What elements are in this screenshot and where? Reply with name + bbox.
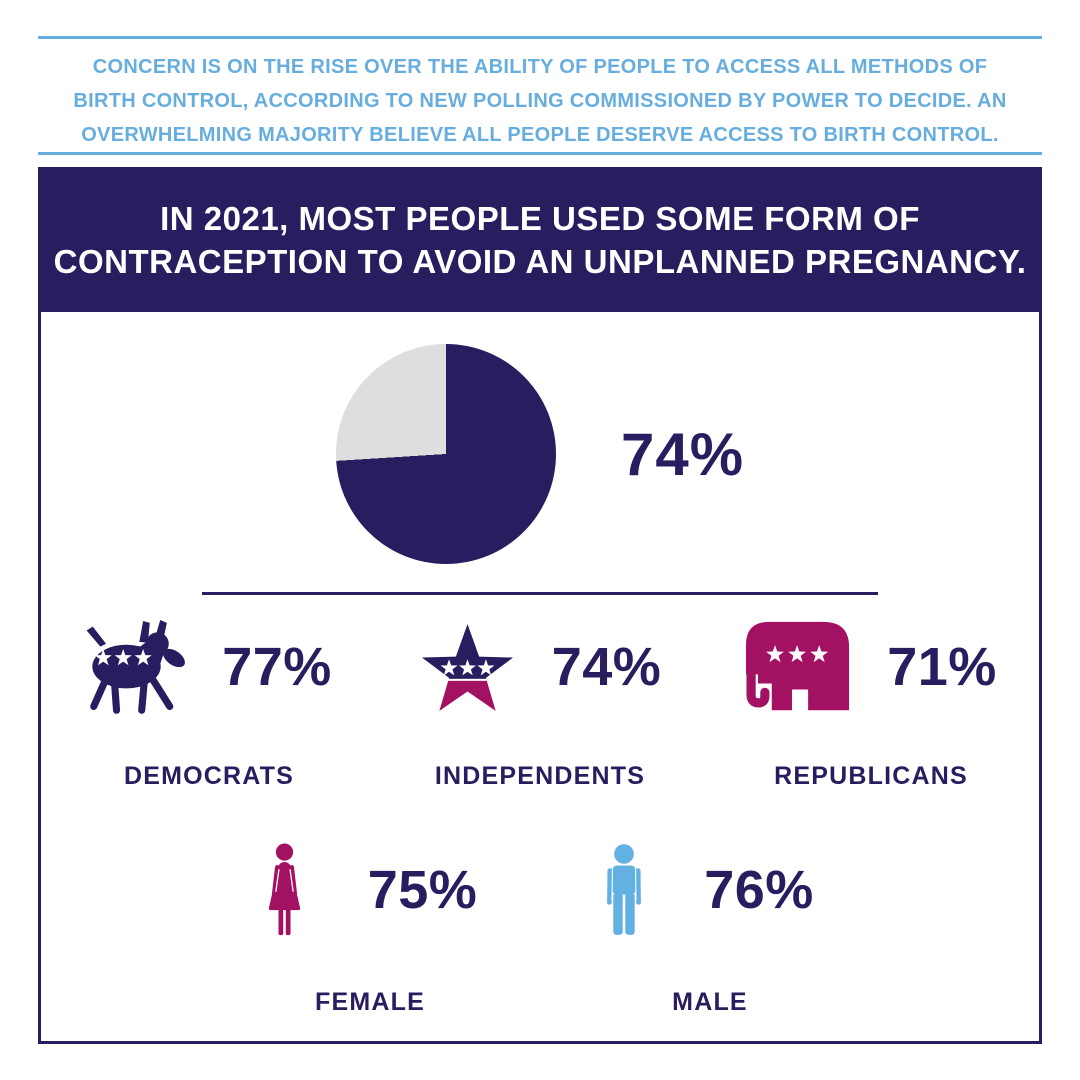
pie-section: 74%	[41, 344, 1039, 564]
democrat-donkey-icon	[86, 619, 186, 714]
democrats-percent: 77%	[222, 637, 332, 697]
pie-value-label: 74%	[620, 420, 745, 488]
male-icon	[607, 844, 642, 935]
content-box: 74%	[38, 312, 1042, 1044]
female-icon	[268, 843, 300, 936]
republicans-percent: 71%	[887, 637, 997, 697]
independent-star-icon	[421, 623, 513, 711]
party-breakdown-row: 77% DEMOCRATS	[41, 619, 1039, 791]
male-percent: 76%	[704, 859, 814, 920]
stat-group-independents: 74% INDEPENDENTS	[385, 619, 695, 791]
democrats-label: DEMOCRATS	[123, 762, 295, 790]
headline-band: IN 2021, MOST PEOPLE USED SOME FORM OF C…	[38, 167, 1042, 312]
headline-text: IN 2021, MOST PEOPLE USED SOME FORM OF C…	[53, 199, 1027, 280]
stat-group-female: 75% FEMALE	[240, 843, 500, 1017]
intro-text: CONCERN IS ON THE RISE OVER THE ABILITY …	[73, 56, 1007, 146]
male-label: MALE	[672, 988, 748, 1016]
gender-breakdown-row: 75% FEMALE	[41, 843, 1039, 1017]
independents-label: INDEPENDENTS	[434, 762, 646, 790]
republican-elephant-icon	[746, 621, 850, 711]
mid-rule	[38, 152, 1042, 155]
stat-group-male: 76% MALE	[580, 843, 840, 1017]
stat-group-democrats: 77% DEMOCRATS	[54, 619, 364, 791]
stat-group-republicans: 71% REPUBLICANS	[716, 619, 1026, 791]
female-label: FEMALE	[315, 988, 425, 1016]
section-divider	[202, 592, 878, 595]
top-rule	[38, 36, 1042, 39]
pie-chart	[335, 344, 556, 564]
independents-percent: 74%	[551, 637, 662, 697]
republicans-label: REPUBLICANS	[774, 762, 968, 790]
female-percent: 75%	[367, 859, 478, 920]
